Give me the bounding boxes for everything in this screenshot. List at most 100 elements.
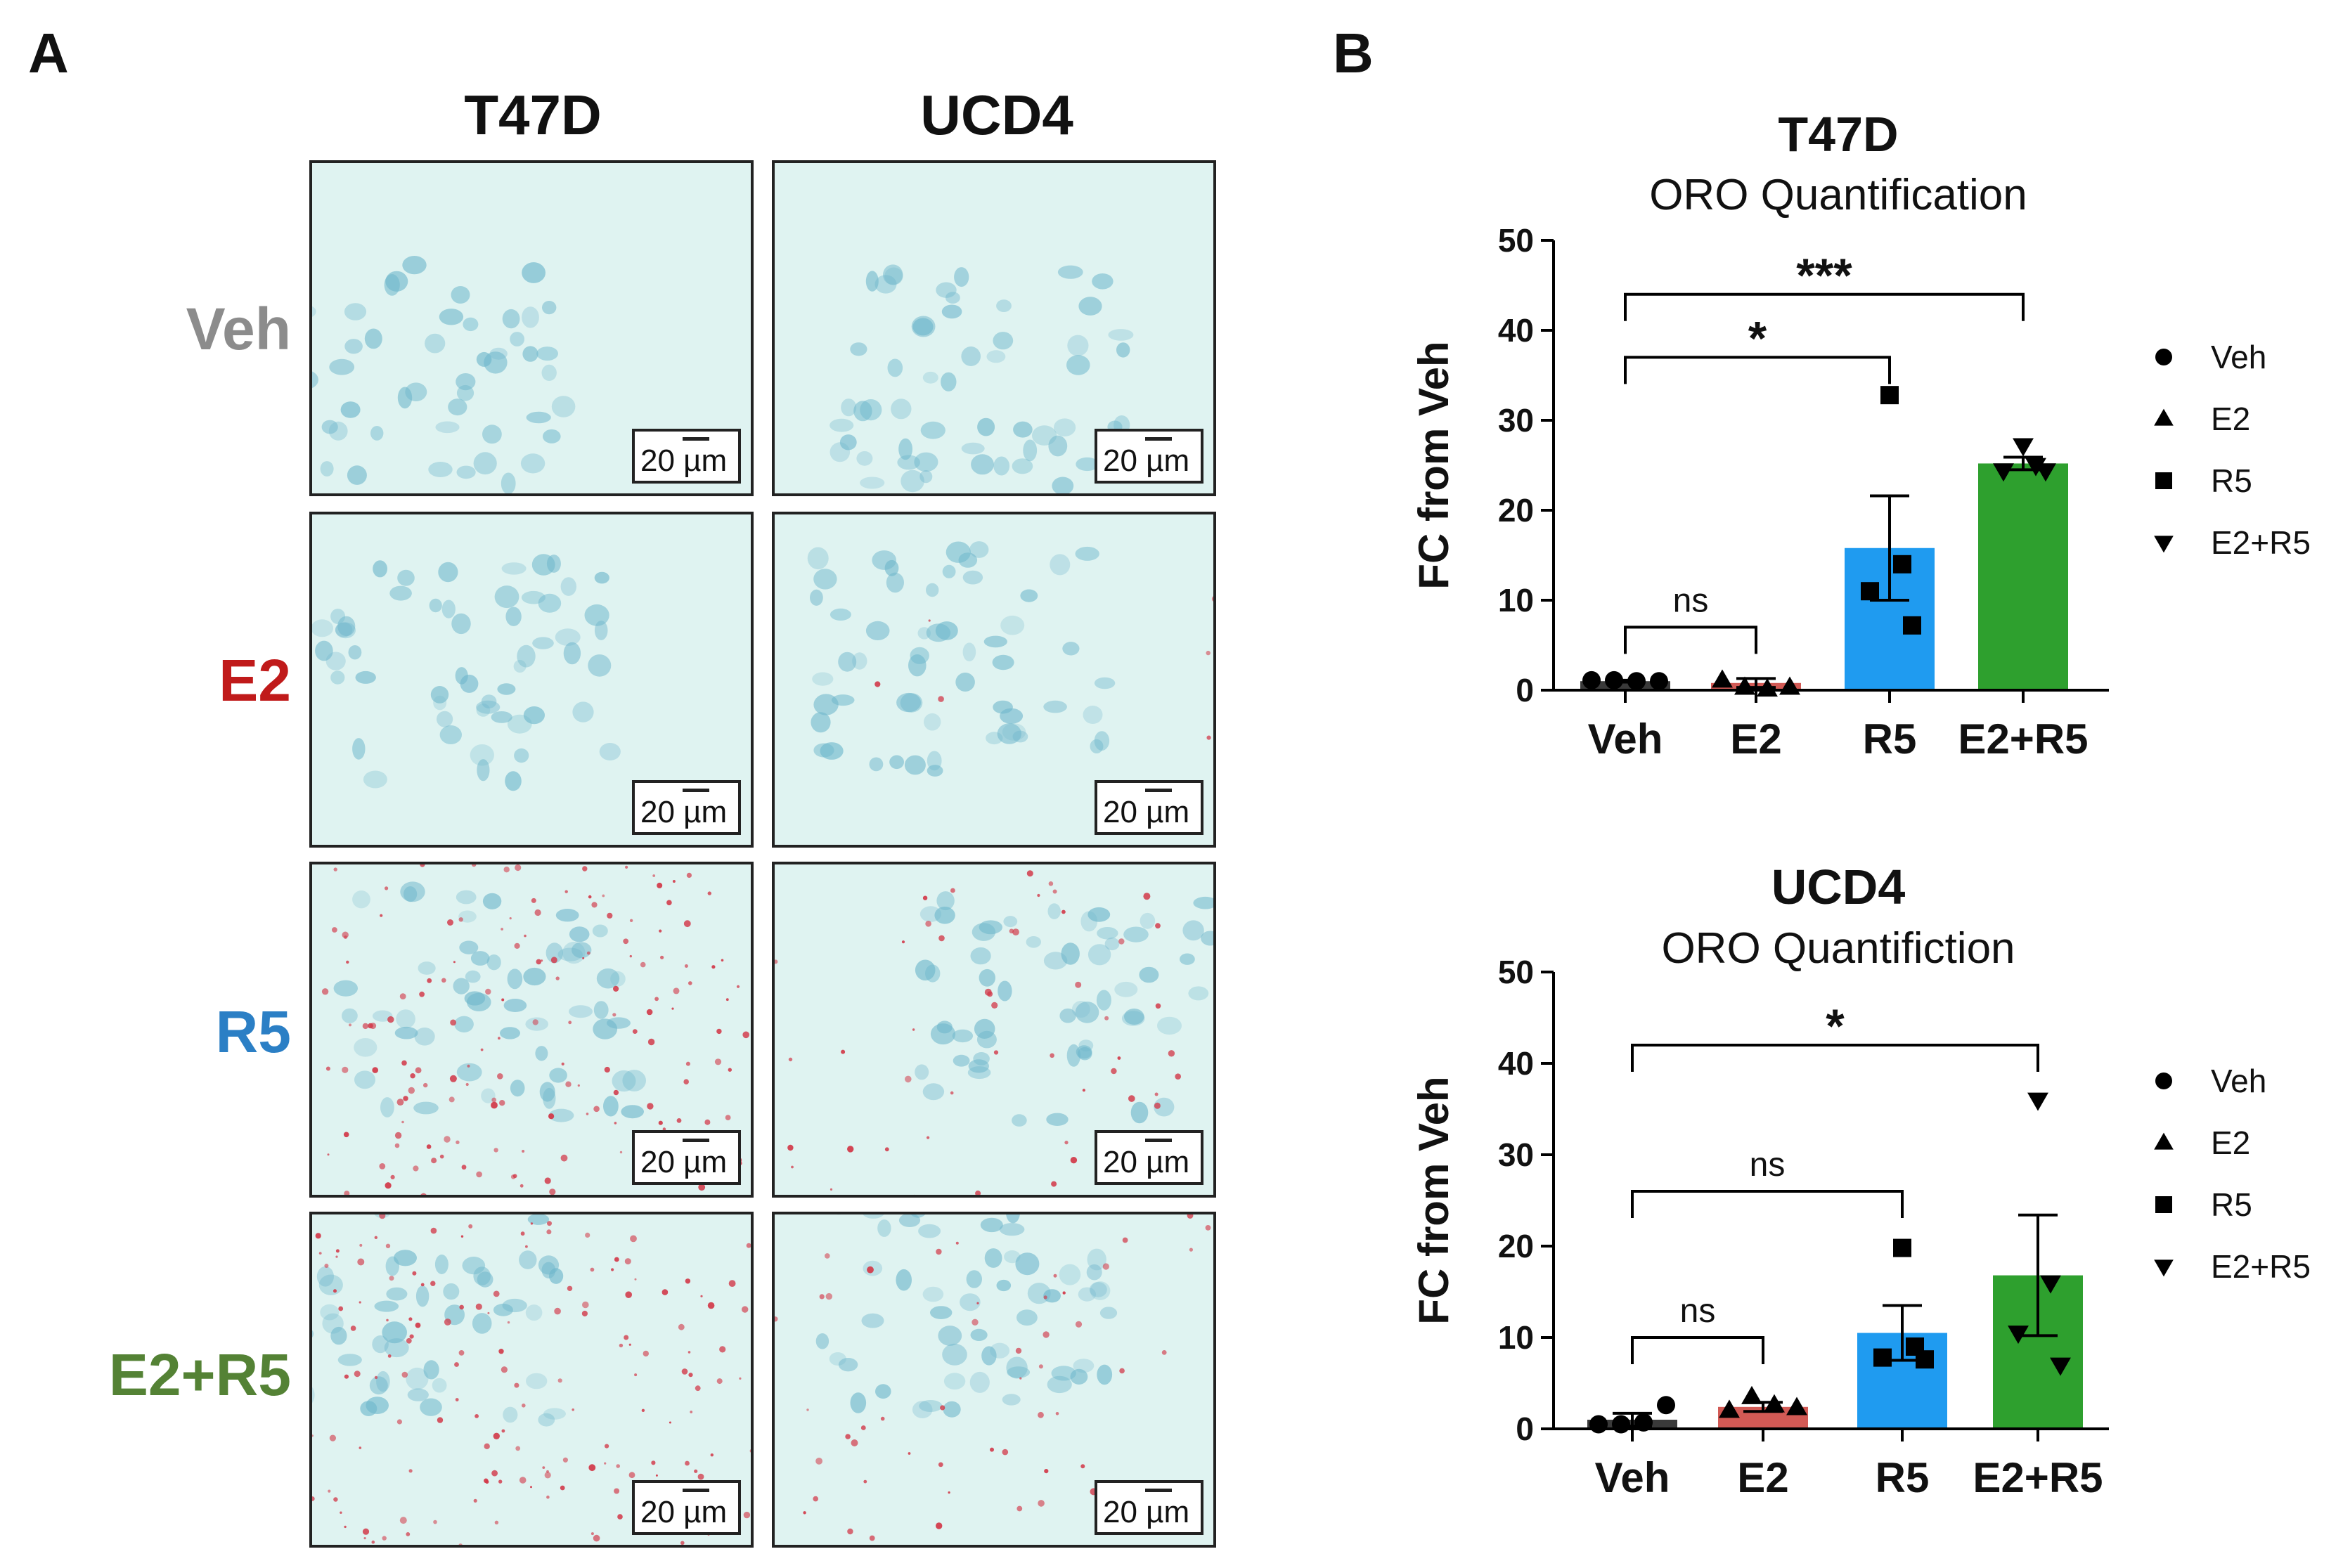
x-tick-label: Veh (1595, 1454, 1670, 1501)
row-label-veh: Veh (186, 296, 291, 362)
scale-bar: 20 µm (632, 780, 741, 835)
data-point-r5 (1916, 1350, 1934, 1369)
chart-subtitle: ORO Quantification (1649, 171, 2027, 219)
chart-title: UCD4 (1771, 860, 1906, 914)
legend-marker (2155, 1196, 2172, 1213)
y-tick-label: 30 (1498, 1136, 1534, 1173)
significance-label: * (1748, 311, 1767, 365)
significance-label: ns (1680, 1292, 1716, 1330)
x-tick-label: R5 (1876, 1454, 1930, 1501)
data-point-veh (1657, 1396, 1675, 1415)
x-tick-label: E2+R5 (1958, 715, 2088, 763)
data-point-veh (1589, 1415, 1608, 1434)
significance-label: ns (1673, 582, 1709, 619)
scale-bar-label: 20 µm (1103, 1145, 1190, 1179)
micrograph-ucd4-e2-r5: 20 µm (772, 1212, 1216, 1548)
y-tick-label: 0 (1516, 1411, 1534, 1447)
data-point-e2 (1779, 676, 1800, 695)
data-point-e2-r5 (1993, 463, 2014, 482)
legend-label: E2+R5 (2211, 524, 2311, 561)
y-tick-label: 40 (1498, 1045, 1534, 1082)
y-tick-label: 20 (1498, 492, 1534, 529)
scale-bar-line (683, 1139, 709, 1142)
scale-bar-line (683, 437, 709, 441)
data-point-r5 (1880, 386, 1899, 405)
scale-bar-label: 20 µm (640, 443, 728, 478)
bar-e2-r5 (1978, 463, 2068, 690)
scale-bar-label: 20 µm (1103, 1495, 1190, 1529)
legend-label: E2 (2211, 1125, 2250, 1161)
y-axis-label: FC from Veh (1410, 1076, 1457, 1324)
legend-label: E2+R5 (2211, 1248, 2311, 1285)
chart-subtitle: ORO Quantifiction (1661, 924, 2015, 973)
significance-label: *** (1796, 249, 1852, 302)
significance-bracket (1624, 356, 1891, 384)
column-header-t47d: T47D (464, 84, 602, 146)
scale-bar-line (1145, 437, 1172, 441)
row-label-e2: E2 (219, 647, 291, 713)
legend-marker (2155, 472, 2172, 489)
data-point-veh (1612, 1415, 1630, 1434)
data-point-e2 (1719, 1399, 1740, 1418)
data-point-veh (1627, 672, 1646, 691)
data-point-e2-r5 (2040, 1275, 2061, 1294)
data-point-e2 (1741, 1385, 1762, 1404)
y-tick-label: 10 (1498, 1319, 1534, 1356)
legend-marker (2154, 536, 2174, 553)
y-tick-label: 50 (1498, 222, 1534, 259)
data-point-r5 (1873, 1348, 1892, 1367)
y-tick-label: 0 (1516, 672, 1534, 708)
data-point-veh (1582, 670, 1601, 689)
micrograph-ucd4-e2: 20 µm (772, 512, 1216, 848)
scale-bar-line (1145, 1489, 1172, 1492)
scale-bar-line (683, 789, 709, 792)
legend-marker (2155, 1073, 2172, 1089)
significance-bracket (1631, 1190, 1904, 1218)
scale-bar-line (1145, 789, 1172, 792)
data-point-e2 (1712, 669, 1733, 688)
legend-marker (2155, 349, 2172, 365)
scale-bar: 20 µm (632, 429, 741, 484)
legend-label: Veh (2211, 339, 2266, 375)
data-point-veh (1634, 1413, 1653, 1432)
scale-bar-line (683, 1489, 709, 1492)
scale-bar-line (1145, 1139, 1172, 1142)
scale-bar: 20 µm (1095, 1480, 1203, 1535)
scale-bar-label: 20 µm (640, 1145, 728, 1179)
data-point-e2 (1786, 1397, 1807, 1415)
data-point-r5 (1893, 555, 1911, 574)
scale-bar: 20 µm (632, 1480, 741, 1535)
data-point-e2-r5 (2013, 438, 2034, 457)
data-point-e2-r5 (2027, 1092, 2048, 1111)
scale-bar: 20 µm (1095, 1130, 1203, 1185)
legend-label: R5 (2211, 462, 2252, 499)
micrograph-t47d-e2-r5: 20 µm (309, 1212, 754, 1548)
micrograph-t47d-e2: 20 µm (309, 512, 754, 848)
data-point-r5 (1861, 582, 1879, 601)
x-tick-label: E2+R5 (1973, 1454, 2103, 1501)
y-tick-label: 20 (1498, 1228, 1534, 1264)
bar-veh (1580, 681, 1670, 690)
legend-marker (2154, 408, 2174, 426)
legend-label: R5 (2211, 1186, 2252, 1223)
data-point-e2-r5 (2050, 1357, 2071, 1376)
chart-title: T47D (1778, 107, 1898, 162)
significance-bracket (1631, 1336, 1764, 1364)
y-tick-label: 50 (1498, 954, 1534, 990)
scale-bar: 20 µm (1095, 429, 1203, 484)
scale-bar-label: 20 µm (640, 795, 728, 829)
row-label-r5: R5 (215, 999, 291, 1065)
column-header-ucd4: UCD4 (920, 84, 1073, 146)
x-tick-label: E2 (1730, 715, 1781, 763)
scale-bar-label: 20 µm (640, 1495, 728, 1529)
panel-b-letter: B (1333, 22, 1374, 84)
scale-bar-label: 20 µm (1103, 443, 1190, 478)
scale-bar: 20 µm (1095, 780, 1203, 835)
legend-label: E2 (2211, 401, 2250, 437)
micrograph-ucd4-r5: 20 µm (772, 862, 1216, 1198)
chart-ucd4: UCD4 ORO Quantifiction 0 10 20 30 40 50 Veh E2 R5 E… (1410, 860, 2311, 1501)
data-point-e2-r5 (2008, 1326, 2029, 1345)
data-point-veh (1605, 670, 1623, 689)
significance-bracket (1631, 1044, 2039, 1072)
